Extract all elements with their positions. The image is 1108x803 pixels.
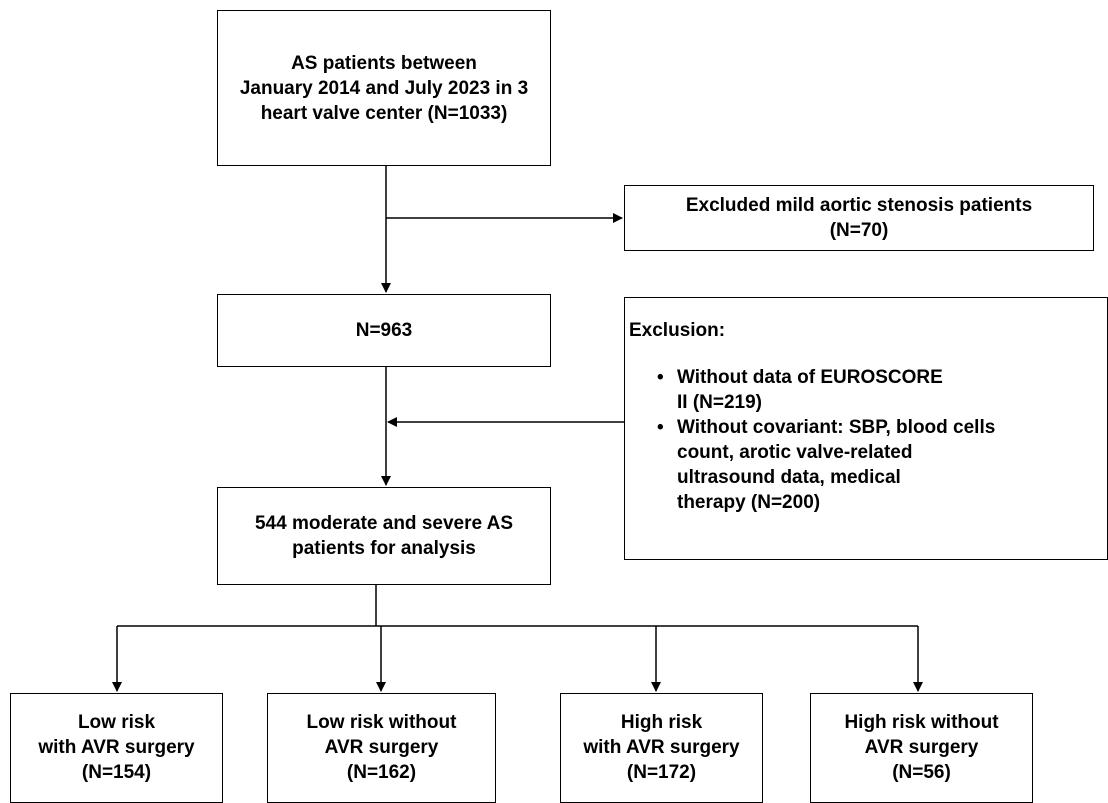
group-box-high-risk-without-avr: High risk without AVR surgery (N=56) <box>810 693 1033 803</box>
exclusion-title: Exclusion: <box>629 320 726 341</box>
group-line: High risk without <box>844 712 999 733</box>
group-box-low-risk-with-avr: Low risk with AVR surgery (N=154) <box>10 693 223 803</box>
group-box-high-risk-with-avr: High risk with AVR surgery (N=172) <box>560 693 763 803</box>
exclusion-item-line: therapy (N=200) <box>677 492 821 513</box>
group-line: High risk <box>620 712 703 733</box>
group-line: with AVR surgery <box>583 737 740 758</box>
group-line: AVR surgery <box>324 737 439 758</box>
exclusion-list: Without data of EUROSCORE II (N=219) Wit… <box>629 365 1107 515</box>
n963-text: N=963 <box>355 320 413 341</box>
exclusion-item: Without covariant: SBP, blood cells coun… <box>657 415 1107 515</box>
group-line: Low risk <box>77 712 156 733</box>
start-box-line: AS patients between <box>291 52 477 74</box>
exclusion-box: Exclusion: Without data of EUROSCORE II … <box>624 297 1108 560</box>
group-line: Low risk without <box>306 712 457 733</box>
excluded-mild-line: Excluded mild aortic stenosis patients <box>685 195 1033 216</box>
analysis-line: 544 moderate and severe AS <box>254 513 514 534</box>
exclusion-item-line: II (N=219) <box>677 392 763 413</box>
group-line: with AVR surgery <box>38 737 195 758</box>
group-line: (N=56) <box>892 762 951 783</box>
group-line: (N=154) <box>81 762 152 783</box>
group-box-low-risk-without-avr: Low risk without AVR surgery (N=162) <box>267 693 496 803</box>
exclusion-item: Without data of EUROSCORE II (N=219) <box>657 365 1107 415</box>
analysis-line: patients for analysis <box>292 538 476 559</box>
start-box-line: January 2014 and July 2023 in 3 <box>239 77 529 99</box>
exclusion-item-line: count, arotic valve-related <box>677 442 913 463</box>
group-line: AVR surgery <box>864 737 979 758</box>
start-box-line: heart valve center (N=1033) <box>260 102 508 124</box>
n963-box: N=963 <box>217 294 551 367</box>
analysis-box: 544 moderate and severe AS patients for … <box>217 487 551 585</box>
excluded-mild-box: Excluded mild aortic stenosis patients (… <box>624 185 1094 251</box>
group-line: (N=162) <box>346 762 417 783</box>
exclusion-item-line: ultrasound data, medical <box>677 467 901 488</box>
start-box: AS patients between January 2014 and Jul… <box>217 10 551 166</box>
excluded-mild-line: (N=70) <box>829 220 889 241</box>
exclusion-item-line: Without data of EUROSCORE <box>677 367 943 388</box>
group-line: (N=172) <box>626 762 697 783</box>
exclusion-item-line: Without covariant: SBP, blood cells <box>677 417 996 438</box>
